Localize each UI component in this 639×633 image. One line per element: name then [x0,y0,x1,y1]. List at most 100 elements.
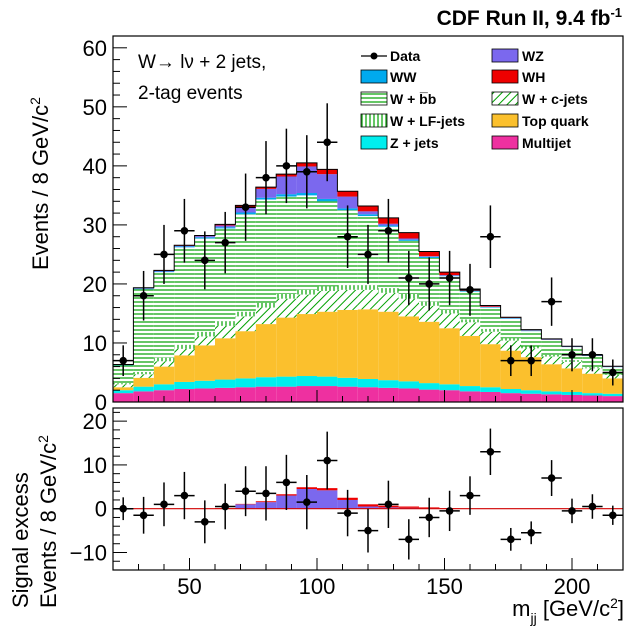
bar-z-jets-21 [541,391,562,395]
bar-top-quark-0 [113,387,134,391]
bar-multijet-12 [357,387,379,402]
bottom-ytick-label-3: 20 [83,409,107,434]
legend-entry-top: Top quark [491,113,589,129]
excess-point-9 [303,498,311,506]
excess-point-21 [547,474,556,482]
bar-w-b-b-5 [215,228,236,322]
bar-w-lf-jets-19 [500,338,521,341]
bar-wz-15 [419,256,440,257]
bar-z-jets-3 [174,381,195,390]
bottom-ytick-label-1: 0 [95,497,107,522]
bar-w-b-b-18 [480,307,501,329]
legend: Data WW W + b̅b W + LF-jets Z + jets W [360,48,589,151]
bar-w-lf-jets-4 [194,331,215,337]
excess-point-11 [343,509,352,517]
bar-z-jets-0 [113,390,134,394]
top-y-axis-label: Events / 8 GeV/c2 [27,97,53,270]
data-point-13 [384,227,393,235]
bar-w-c-jets-15 [419,305,440,322]
svg-text:Top quark: Top quark [522,113,589,129]
excess-point-20 [527,528,535,537]
svg-text:WZ: WZ [522,48,544,64]
bar-w-lf-jets-10 [317,286,338,292]
data-point-12 [364,250,372,259]
bar-top-quark-23 [582,373,603,394]
bar-top-quark-6 [235,331,256,379]
data-point-5 [221,238,229,247]
svg-text:WH: WH [522,69,545,85]
bar-top-quark-8 [276,317,297,377]
bar-z-jets-7 [255,377,277,387]
excess-point-6 [241,487,250,495]
data-point-20 [527,356,535,365]
bar-ww-20 [521,330,542,332]
chart-title: CDF Run II, 9.4 fb-1 [437,5,622,30]
bar-w-b-b-8 [276,196,297,294]
bar-z-jets-9 [296,376,317,387]
bar-top-quark-13 [378,311,399,381]
bar-ww-19 [500,318,521,319]
legend-entry-wlf: W + LF-jets [360,113,465,129]
data-point-16 [445,274,454,282]
bar-z-jets-20 [521,390,542,394]
data-point-7 [262,173,270,182]
bar-wz-11 [337,196,358,209]
bar-top-quark-4 [194,345,215,381]
bar-multijet-1 [133,391,154,402]
bar-w-b-b-1 [133,289,154,372]
bar-top-quark-7 [255,324,277,378]
excess-point-23 [588,502,597,511]
data-point-24 [609,368,617,377]
bottom-ytick-label-0: −10 [70,540,107,565]
excess-point-1 [139,511,148,520]
bar-z-jets-23 [582,393,603,396]
excess-point-10 [323,456,332,465]
bar-ww-14 [398,239,419,241]
data-point-18 [486,232,495,241]
bar-w-lf-jets-7 [255,302,277,308]
bar-multijet-21 [541,394,562,402]
bar-w-lf-jets-5 [215,321,236,326]
bar-w-c-jets-17 [459,322,481,336]
bar-w-lf-jets-6 [235,311,256,317]
bar-z-jets-2 [153,384,175,391]
bar-z-jets-16 [439,384,460,391]
top-ytick-label-2: 20 [83,272,107,297]
bar-w-c-jets-1 [133,374,154,378]
bar-w-lf-jets-17 [459,319,481,323]
data-point-15 [425,280,434,288]
bar-z-jets-15 [419,383,440,390]
bar-multijet-23 [582,395,603,402]
svg-text:Z + jets: Z + jets [390,135,439,151]
data-point-9 [303,167,311,176]
bottom-xtick-label-0: 50 [177,574,201,599]
bottom-x-axis: 50 100 150 200 [138,558,624,599]
bar-top-quark-5 [215,338,236,380]
bar-w-c-jets-4 [194,336,215,346]
signal-bar-wz-12 [357,506,379,509]
bar-multijet-11 [337,386,358,402]
bar-w-c-jets-8 [276,298,297,318]
bar-top-quark-1 [133,377,154,387]
bar-w-c-jets-13 [378,292,399,312]
bar-w-lf-jets-9 [296,289,317,295]
bar-w-c-jets-7 [255,307,277,325]
bar-w-lf-jets-16 [439,309,460,314]
svg-text:W + LF-jets: W + LF-jets [390,113,465,129]
bar-w-b-b-2 [153,272,175,358]
bar-top-quark-14 [398,316,419,382]
bar-top-quark-9 [296,314,317,377]
bar-multijet-4 [194,388,215,402]
signal-bar-wh-12 [357,504,379,507]
bar-z-jets-10 [317,376,338,387]
bar-multijet-7 [255,386,277,402]
excess-point-18 [486,447,495,456]
bar-top-quark-15 [419,321,440,384]
bar-multijet-13 [378,387,399,402]
bar-w-c-jets-11 [337,289,358,310]
bar-z-jets-6 [235,378,256,388]
svg-text:Data: Data [390,48,421,64]
data-point-10 [323,138,332,147]
stack-outline [112,162,624,402]
top-ytick-label-0: 0 [95,390,107,415]
